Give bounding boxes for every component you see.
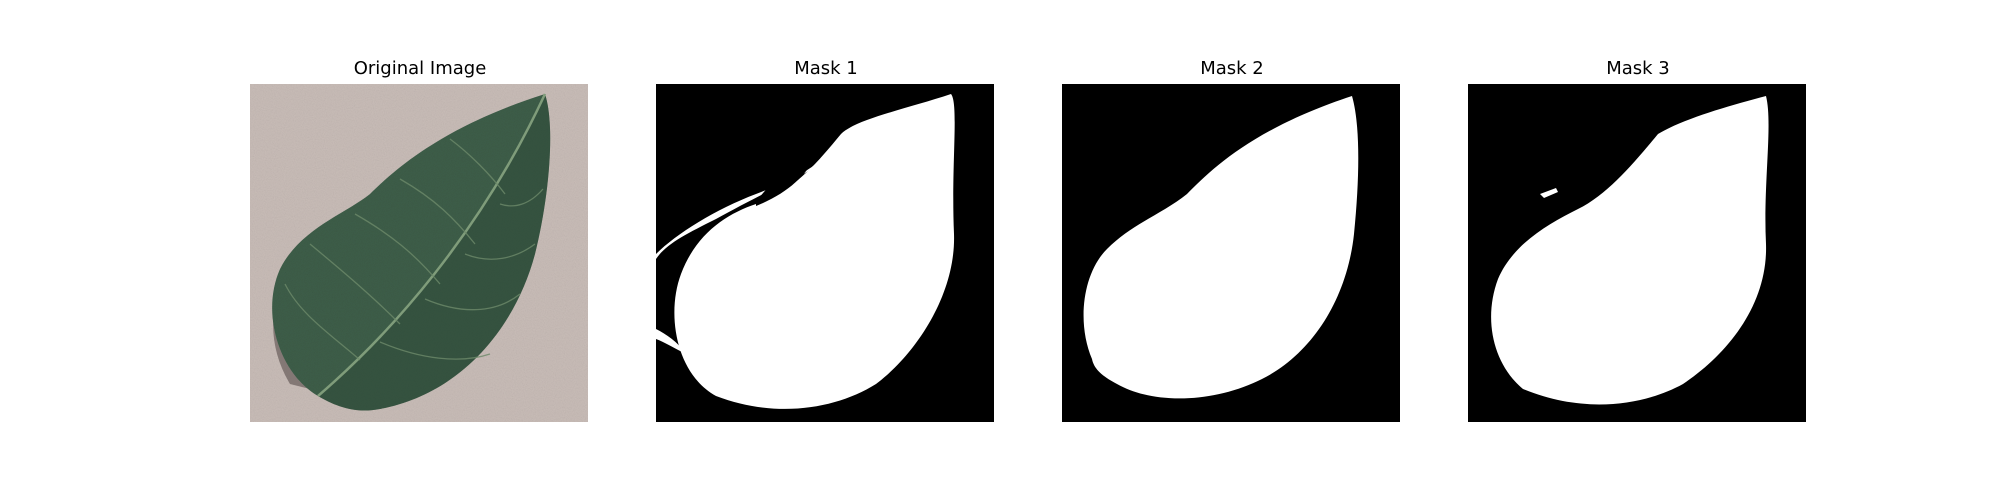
mask-image — [1468, 84, 1806, 422]
panel-mask-2: Mask 2 — [1062, 0, 1402, 500]
mask-2-image — [1062, 84, 1400, 422]
panel-mask-3: Mask 3 — [1468, 0, 1808, 500]
mask-region — [1491, 96, 1769, 405]
panel-title: Original Image — [353, 58, 487, 79]
mask-image — [1062, 84, 1400, 422]
panel-title: Mask 1 — [794, 58, 858, 79]
panel-mask-1: Mask 1 — [656, 0, 996, 500]
mask-hole — [756, 158, 814, 206]
original-image — [250, 84, 588, 422]
leaf-lower-half — [318, 94, 551, 411]
leaf-midrib — [317, 93, 547, 397]
leaf-photo — [250, 84, 588, 422]
mask-3-image — [1468, 84, 1806, 422]
panel-title: Mask 2 — [1200, 58, 1264, 79]
mask-region — [656, 329, 686, 354]
mask-image — [656, 84, 994, 422]
mask-region — [674, 94, 955, 409]
mask-speck — [1540, 188, 1558, 198]
mask-1-image — [656, 84, 994, 422]
mask-region — [1083, 96, 1359, 399]
panel-original: Original Image — [250, 0, 590, 500]
leaf-veins — [284, 138, 544, 361]
panel-title: Mask 3 — [1606, 58, 1670, 79]
